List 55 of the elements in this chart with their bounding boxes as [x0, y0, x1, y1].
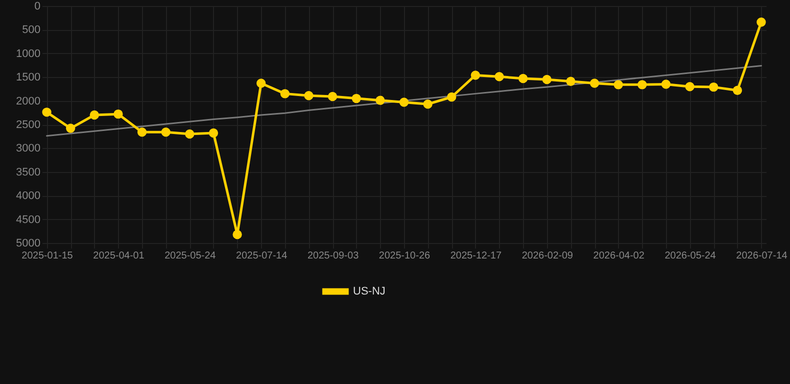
x-tick-label: 2026-04-02 [593, 250, 645, 262]
point [470, 70, 480, 80]
point [114, 109, 123, 119]
x-tick-label: 2025-09-03 [307, 250, 360, 262]
point [256, 78, 266, 88]
x-tick-label: 2025-10-26 [378, 250, 431, 262]
point [90, 110, 100, 120]
y-tick-label: 500 [22, 24, 40, 36]
x-tick-label: 2025-05-24 [164, 250, 216, 262]
point [66, 124, 76, 133]
point [638, 80, 647, 90]
point [756, 18, 766, 27]
x-tick-label: 2026-05-24 [664, 250, 716, 262]
point [232, 230, 242, 240]
point [42, 108, 52, 117]
legend-label: US-NJ [353, 286, 386, 298]
point [566, 76, 576, 86]
point [423, 100, 432, 109]
point [399, 98, 409, 107]
point [208, 128, 218, 138]
y-tick-label: 0 [34, 0, 40, 12]
point [161, 127, 170, 137]
point [280, 89, 290, 98]
y-tick-label: 2500 [16, 119, 40, 131]
point [542, 74, 552, 84]
point [518, 74, 528, 84]
point [614, 80, 623, 90]
point [352, 94, 361, 104]
point [304, 90, 314, 100]
point [685, 82, 694, 92]
point [328, 92, 338, 102]
point [376, 96, 385, 105]
point [732, 86, 742, 95]
x-tick-label: 2026-07-14 [736, 250, 788, 262]
y-tick-label: 5000 [16, 238, 40, 250]
line-series [46, 64, 762, 137]
point [185, 129, 194, 139]
y-tick-label: 1500 [16, 72, 40, 84]
y-tick-label: 3500 [16, 166, 40, 178]
x-tick-label: 2025-04-01 [93, 250, 145, 262]
x-tick-label: 2025-01-15 [22, 250, 74, 262]
x-tick-label: 2025-12-17 [450, 250, 502, 262]
point [137, 127, 147, 137]
point [494, 72, 504, 82]
x-tick-label: 2025-07-14 [236, 250, 288, 262]
x-tick-label: 2026-02-09 [522, 250, 574, 262]
y-tick-label: 3000 [16, 142, 40, 155]
point [447, 92, 456, 102]
y-tick-label: 4000 [16, 190, 40, 202]
point [590, 78, 600, 88]
y-tick-label: 1000 [16, 48, 40, 60]
point [708, 82, 718, 92]
point [661, 80, 671, 89]
y-tick-label: 2000 [16, 95, 40, 108]
y-tick-label: 4500 [16, 214, 40, 226]
